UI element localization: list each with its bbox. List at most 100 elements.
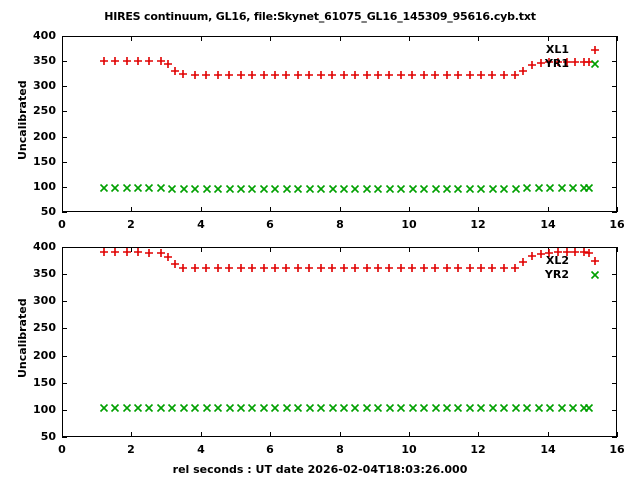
x-tick-mark <box>131 207 132 212</box>
x-tick-mark <box>201 36 202 41</box>
x-tick-label: 8 <box>336 443 344 456</box>
y-tick-label: 100 <box>33 180 56 193</box>
x-tick-mark <box>478 432 479 437</box>
y-tick-mark <box>62 383 67 384</box>
x-tick-mark <box>617 207 618 212</box>
y-tick-label: 200 <box>33 349 56 362</box>
y-tick-mark <box>62 274 67 275</box>
y-tick-mark <box>62 410 67 411</box>
y-tick-mark <box>62 247 67 248</box>
x-tick-mark <box>131 432 132 437</box>
y-tick-mark <box>612 36 617 37</box>
x-tick-label: 16 <box>609 218 625 231</box>
y-tick-mark <box>612 111 617 112</box>
y-tick-label: 400 <box>33 240 56 253</box>
x-tick-label: 14 <box>540 443 556 456</box>
x-tick-label: 0 <box>58 218 66 231</box>
x-tick-mark <box>340 432 341 437</box>
x-tick-label: 4 <box>197 443 205 456</box>
legend-label-yr2: YR2 <box>544 268 569 281</box>
x-tick-label: 0 <box>58 443 66 456</box>
x-tick-mark <box>131 36 132 41</box>
y-tick-mark <box>612 86 617 87</box>
x-tick-label: 2 <box>127 443 135 456</box>
x-tick-mark <box>548 432 549 437</box>
y-tick-label: 300 <box>33 79 56 92</box>
y-tick-label: 100 <box>33 403 56 416</box>
x-tick-mark <box>270 36 271 41</box>
y-tick-mark <box>612 383 617 384</box>
y-tick-label: 200 <box>33 130 56 143</box>
x-tick-mark <box>617 432 618 437</box>
x-tick-mark <box>548 247 549 252</box>
x-tick-mark <box>270 432 271 437</box>
x-tick-mark <box>270 207 271 212</box>
y-tick-mark <box>62 162 67 163</box>
plot-frame <box>62 247 617 437</box>
x-tick-mark <box>478 247 479 252</box>
y-tick-mark <box>62 356 67 357</box>
x-tick-mark <box>62 432 63 437</box>
y-tick-mark <box>612 301 617 302</box>
x-tick-mark <box>131 247 132 252</box>
x-tick-label: 10 <box>401 218 417 231</box>
x-tick-mark <box>548 207 549 212</box>
x-tick-label: 6 <box>266 218 274 231</box>
x-tick-mark <box>340 247 341 252</box>
y-tick-mark <box>612 328 617 329</box>
y-tick-mark <box>612 410 617 411</box>
y-tick-label: 400 <box>33 29 56 42</box>
y-tick-mark <box>612 187 617 188</box>
y-tick-label: 350 <box>33 267 56 280</box>
y-tick-mark <box>62 437 67 438</box>
x-tick-mark <box>270 247 271 252</box>
x-tick-label: 8 <box>336 218 344 231</box>
x-tick-mark <box>340 207 341 212</box>
legend-label-xl2: XL2 <box>545 254 569 267</box>
x-tick-label: 14 <box>540 218 556 231</box>
x-tick-label: 12 <box>470 218 486 231</box>
y-tick-mark <box>612 162 617 163</box>
y-tick-mark <box>62 301 67 302</box>
x-tick-mark <box>409 207 410 212</box>
x-tick-label: 4 <box>197 218 205 231</box>
x-tick-label: 10 <box>401 443 417 456</box>
y-tick-label: 300 <box>33 294 56 307</box>
x-tick-mark <box>201 247 202 252</box>
x-tick-label: 2 <box>127 218 135 231</box>
y-tick-mark <box>62 36 67 37</box>
legend-label-yr1: YR1 <box>544 57 569 70</box>
y-tick-mark <box>62 187 67 188</box>
x-tick-mark <box>478 36 479 41</box>
y-tick-label: 350 <box>33 54 56 67</box>
plot-frame <box>62 36 617 212</box>
y-tick-label: 250 <box>33 321 56 334</box>
x-tick-label: 16 <box>609 443 625 456</box>
x-tick-label: 12 <box>470 443 486 456</box>
x-tick-mark <box>62 36 63 41</box>
y-tick-mark <box>612 437 617 438</box>
x-tick-mark <box>409 36 410 41</box>
x-tick-mark <box>617 247 618 252</box>
x-tick-mark <box>62 247 63 252</box>
x-tick-mark <box>340 36 341 41</box>
y-tick-label: 150 <box>33 155 56 168</box>
x-tick-mark <box>409 247 410 252</box>
y-tick-mark <box>612 61 617 62</box>
y-tick-label: 250 <box>33 104 56 117</box>
y-tick-mark <box>612 212 617 213</box>
y-tick-mark <box>612 137 617 138</box>
y-axis-title: Uncalibrated <box>16 298 29 378</box>
y-tick-label: 150 <box>33 376 56 389</box>
y-tick-mark <box>62 86 67 87</box>
x-tick-mark <box>409 432 410 437</box>
y-tick-mark <box>612 247 617 248</box>
legend-label-xl1: XL1 <box>545 43 569 56</box>
y-tick-mark <box>62 61 67 62</box>
y-tick-mark <box>62 328 67 329</box>
x-tick-mark <box>201 207 202 212</box>
x-tick-mark <box>617 36 618 41</box>
x-axis-title: rel seconds : UT date 2026-02-04T18:03:2… <box>172 463 468 476</box>
